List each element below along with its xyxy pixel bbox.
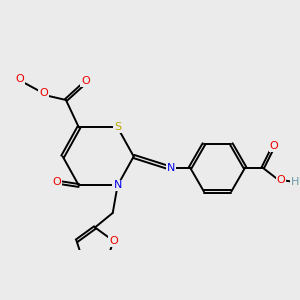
Text: N: N — [113, 181, 122, 190]
Text: O: O — [39, 88, 48, 98]
Text: O: O — [16, 74, 25, 84]
Text: O: O — [277, 175, 286, 185]
Text: O: O — [81, 76, 90, 85]
Text: O: O — [270, 141, 278, 151]
Text: O: O — [52, 177, 61, 187]
Text: S: S — [114, 122, 121, 132]
Text: O: O — [109, 236, 118, 246]
Text: N: N — [167, 163, 175, 173]
Text: H: H — [291, 177, 299, 187]
